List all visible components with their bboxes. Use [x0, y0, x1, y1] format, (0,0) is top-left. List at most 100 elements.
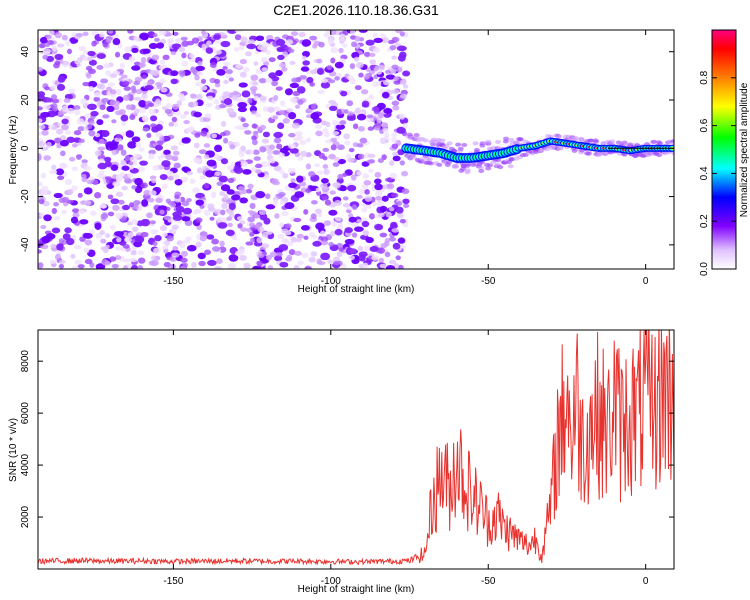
noise-blob — [127, 232, 134, 239]
noise-blob — [38, 249, 43, 254]
noise-blob — [111, 119, 117, 124]
noise-blob — [130, 251, 137, 256]
noise-blob — [199, 235, 207, 242]
noise-blob — [171, 43, 182, 50]
noise-blob — [150, 115, 158, 122]
noise-blob — [374, 223, 384, 231]
noise-blob — [129, 114, 136, 120]
noise-blob — [277, 233, 285, 239]
signal-halo — [672, 152, 674, 156]
noise-blob — [88, 85, 94, 92]
noise-blob — [216, 258, 223, 265]
noise-blob — [295, 238, 302, 243]
noise-blob — [355, 61, 364, 69]
noise-blob — [69, 156, 76, 162]
signal-halo — [548, 145, 555, 150]
noise-blob — [147, 102, 155, 108]
signal-halo — [522, 152, 529, 157]
noise-blob — [312, 43, 318, 49]
noise-blob — [199, 175, 206, 180]
noise-blob — [96, 119, 104, 126]
noise-blob — [179, 114, 187, 119]
noise-blob — [93, 92, 102, 98]
noise-blob — [353, 56, 360, 62]
noise-blob — [63, 98, 71, 103]
noise-blob — [317, 212, 323, 218]
noise-blob — [135, 88, 143, 95]
noise-blob — [56, 83, 66, 91]
noise-blob — [294, 250, 302, 256]
noise-blob — [105, 70, 111, 76]
noise-blob — [297, 156, 304, 161]
noise-blob — [227, 165, 235, 171]
noise-blob — [238, 82, 248, 88]
noise-blob — [66, 188, 74, 195]
noise-blob — [381, 154, 387, 161]
noise-blob — [159, 174, 168, 181]
noise-blob — [225, 229, 235, 236]
noise-blob — [127, 172, 134, 179]
noise-blob — [131, 136, 141, 143]
signal-halo — [464, 170, 471, 175]
noise-blob — [88, 130, 96, 137]
noise-blob — [237, 102, 248, 109]
noise-blob — [244, 130, 252, 135]
noise-blob — [273, 95, 279, 101]
spectrogram-x-label: Height of straight line (km) — [298, 284, 415, 295]
noise-blob — [290, 31, 299, 36]
noise-blob — [193, 157, 202, 164]
noise-blob — [133, 108, 140, 114]
noise-blob — [344, 238, 355, 245]
noise-blob — [250, 110, 257, 115]
noise-blob — [58, 238, 65, 244]
noise-blob — [141, 74, 147, 80]
noise-blob — [214, 265, 223, 269]
signal-halo — [557, 145, 564, 150]
noise-blob — [311, 200, 318, 205]
noise-blob — [281, 211, 289, 217]
noise-blob — [315, 130, 323, 137]
noise-blob — [78, 138, 85, 143]
noise-blob — [240, 160, 249, 167]
noise-blob — [54, 60, 61, 66]
signal-halo — [478, 168, 485, 173]
noise-blob — [209, 62, 217, 69]
noise-blob — [328, 105, 338, 112]
noise-blob — [99, 230, 106, 236]
noise-blob — [379, 232, 388, 238]
noise-blob — [167, 40, 173, 47]
noise-blob — [372, 201, 378, 207]
noise-blob — [399, 93, 408, 99]
noise-blob — [140, 218, 151, 227]
noise-blob — [388, 259, 397, 265]
noise-blob — [318, 152, 326, 159]
noise-blob — [128, 161, 134, 166]
signal-halo — [410, 155, 417, 160]
noise-blob — [333, 182, 341, 189]
noise-blob — [192, 100, 199, 107]
noise-blob — [374, 122, 382, 129]
noise-blob — [242, 122, 249, 128]
noise-blob — [84, 258, 93, 265]
noise-blob — [148, 108, 156, 115]
noise-blob — [391, 137, 398, 143]
noise-blob — [148, 153, 155, 160]
noise-blob — [310, 213, 317, 219]
noise-blob — [299, 140, 307, 146]
noise-blob — [198, 149, 207, 155]
noise-blob — [240, 145, 247, 152]
noise-blob — [320, 252, 331, 261]
noise-blob — [133, 80, 141, 86]
noise-blob — [122, 94, 131, 101]
noise-blob — [170, 145, 179, 151]
noise-blob — [127, 141, 137, 149]
noise-blob — [309, 231, 315, 238]
noise-blob — [133, 96, 142, 101]
noise-blob — [343, 202, 350, 208]
noise-blob — [227, 263, 234, 269]
noise-blob — [226, 216, 233, 221]
noise-blob — [203, 209, 211, 216]
noise-blob — [204, 113, 212, 119]
noise-blob — [210, 191, 217, 199]
noise-blob — [214, 82, 221, 88]
